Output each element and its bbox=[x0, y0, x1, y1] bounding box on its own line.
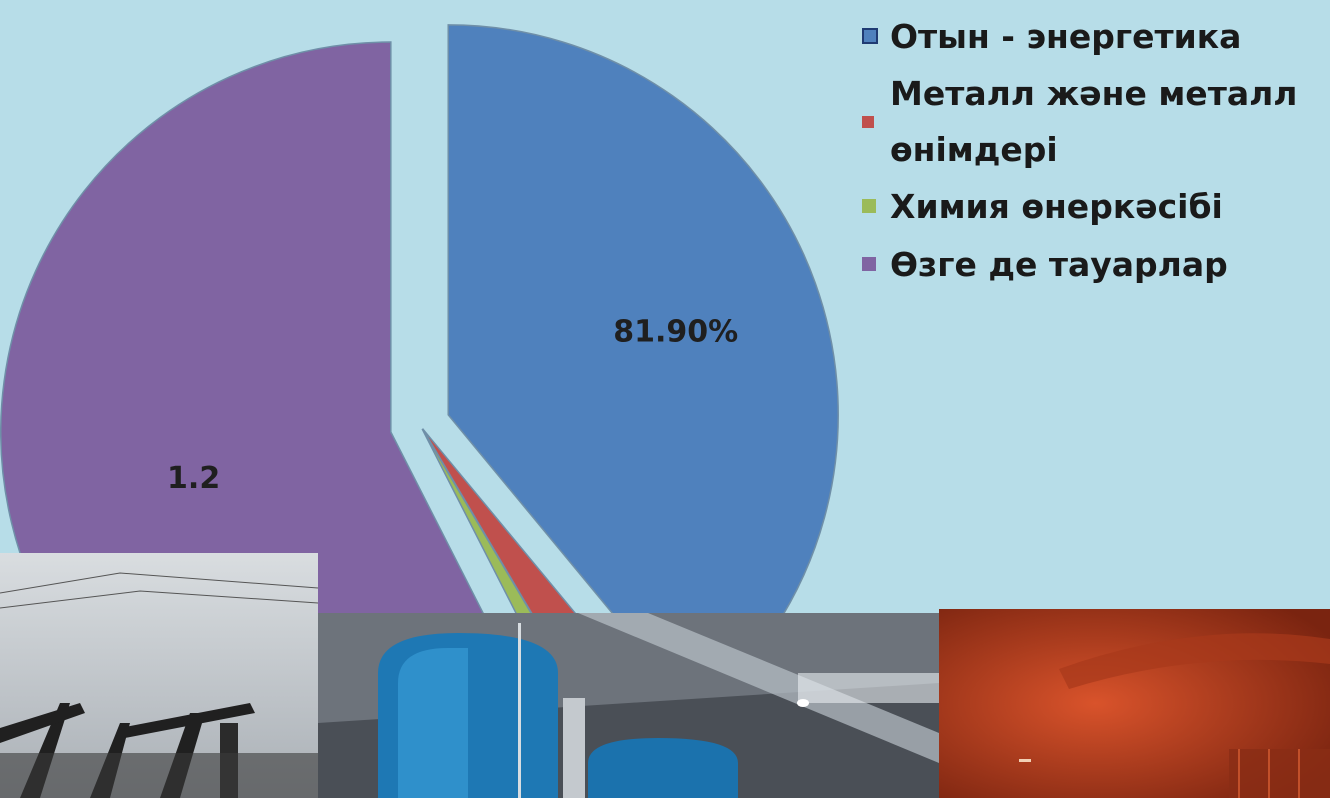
legend-item-chemistry: Химия өнеркәсібі bbox=[862, 178, 1327, 236]
legend-swatch-green bbox=[862, 199, 876, 213]
pie-data-label-1: 81.90% bbox=[613, 314, 738, 349]
chart-legend: Отын - энергетика Металл және металл өні… bbox=[862, 8, 1327, 294]
blue-tanks-photo bbox=[318, 613, 939, 798]
legend-label: Өзге де тауарлар bbox=[890, 245, 1228, 284]
legend-item-other-goods: Өзге де тауарлар bbox=[862, 236, 1327, 294]
legend-label: Химия өнеркәсібі bbox=[890, 187, 1223, 226]
furnace-photo bbox=[939, 609, 1330, 798]
pie-slice-1 bbox=[447, 24, 839, 717]
legend-swatch-blue bbox=[862, 28, 878, 44]
legend-item-metal: Металл және металл өнімдері bbox=[862, 66, 1327, 178]
oil-pump-photo bbox=[0, 553, 318, 798]
legend-swatch-red bbox=[862, 116, 874, 128]
legend-item-fuel-energy: Отын - энергетика bbox=[862, 8, 1327, 66]
legend-label: Отын - энергетика bbox=[890, 17, 1242, 56]
pie-data-label-4: 1.2 bbox=[167, 461, 220, 496]
legend-swatch-purple bbox=[862, 257, 876, 271]
legend-label: Металл және металл өнімдері bbox=[890, 74, 1298, 169]
